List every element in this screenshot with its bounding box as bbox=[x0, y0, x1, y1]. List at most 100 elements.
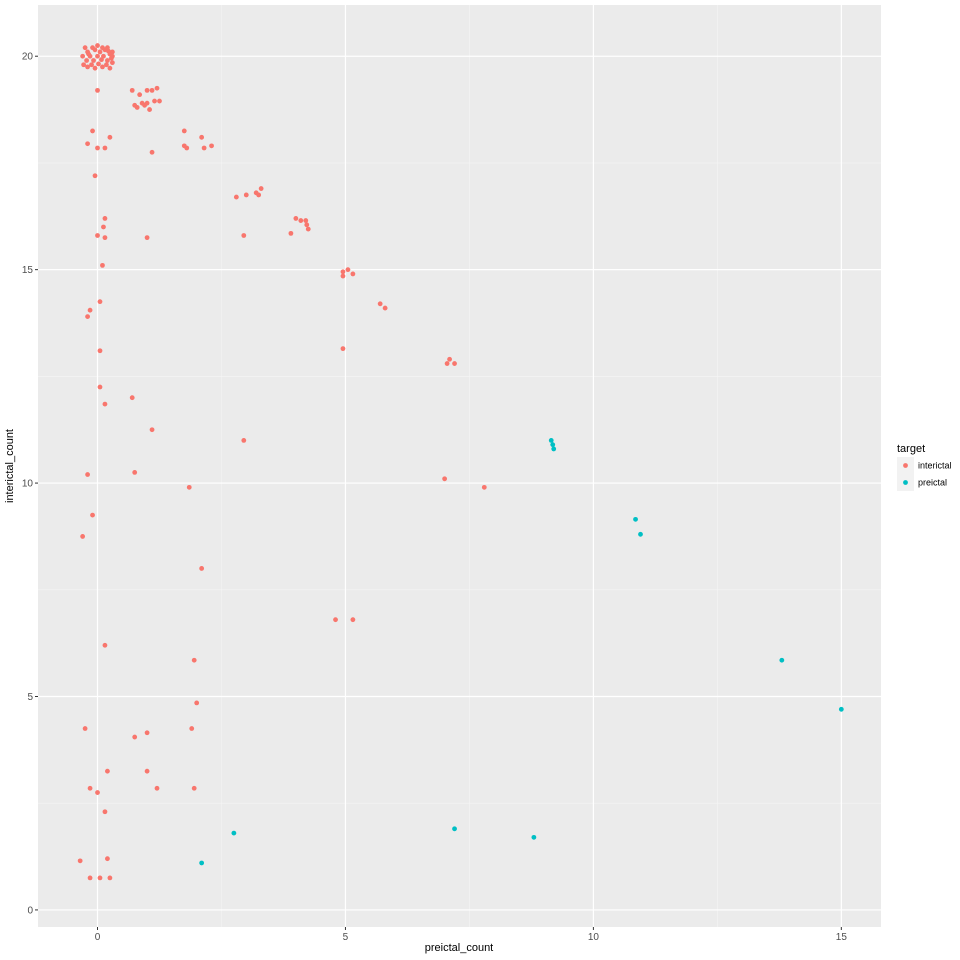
preictal-point-8 bbox=[199, 860, 205, 866]
interictal-point-32 bbox=[95, 87, 100, 93]
preictal-point-5 bbox=[779, 657, 785, 663]
interictal-point-82 bbox=[382, 305, 388, 311]
interictal-point-98 bbox=[442, 476, 448, 482]
preictal-point-1 bbox=[550, 442, 556, 448]
preictal-point-4 bbox=[638, 531, 643, 537]
interictal-point-115 bbox=[87, 785, 93, 791]
interictal-point-117 bbox=[154, 785, 160, 791]
interictal-point-39 bbox=[157, 98, 162, 104]
interictal-point-60 bbox=[243, 192, 249, 198]
interictal-point-69 bbox=[304, 222, 310, 228]
interictal-point-58 bbox=[92, 173, 98, 179]
interictal-point-21 bbox=[81, 62, 87, 68]
interictal-point-22 bbox=[89, 62, 94, 68]
interictal-point-103 bbox=[199, 566, 205, 571]
interictal-point-122 bbox=[87, 875, 93, 881]
interictal-point-19 bbox=[105, 58, 110, 63]
interictal-point-18 bbox=[99, 57, 104, 63]
interictal-point-55 bbox=[209, 143, 214, 149]
interictal-point-67 bbox=[288, 230, 294, 236]
y-tick-label-0: 0 bbox=[27, 905, 33, 916]
interictal-point-102 bbox=[80, 534, 86, 539]
interictal-point-104 bbox=[333, 617, 338, 623]
interictal-point-30 bbox=[106, 48, 111, 54]
interictal-point-7 bbox=[92, 47, 98, 53]
interictal-point-46 bbox=[90, 128, 95, 134]
legend-title: target bbox=[897, 443, 925, 455]
interictal-point-111 bbox=[132, 734, 138, 740]
preictal-point-10 bbox=[531, 834, 537, 840]
preictal-point-7 bbox=[231, 830, 237, 836]
interictal-point-48 bbox=[85, 141, 90, 147]
x-tick-label-3: 15 bbox=[836, 932, 848, 943]
y-axis-title: interictal_count bbox=[4, 429, 16, 503]
interictal-point-119 bbox=[102, 809, 108, 815]
interictal-point-51 bbox=[181, 128, 187, 134]
interictal-point-28 bbox=[107, 65, 113, 71]
interictal-point-107 bbox=[191, 657, 197, 663]
interictal-point-113 bbox=[144, 768, 150, 774]
interictal-point-89 bbox=[444, 361, 450, 366]
interictal-point-77 bbox=[340, 269, 346, 275]
x-tick-label-0: 0 bbox=[95, 932, 101, 943]
interictal-point-45 bbox=[132, 102, 138, 108]
interictal-point-71 bbox=[101, 224, 106, 230]
legend: target interictal preictal bbox=[897, 443, 952, 491]
interictal-point-26 bbox=[92, 65, 98, 71]
interictal-point-105 bbox=[350, 617, 356, 623]
interictal-point-11 bbox=[80, 53, 86, 59]
interictal-point-62 bbox=[258, 186, 264, 191]
interictal-point-78 bbox=[345, 267, 351, 273]
interictal-point-54 bbox=[184, 145, 190, 151]
interictal-point-81 bbox=[377, 301, 383, 307]
data-points bbox=[77, 43, 844, 881]
interictal-point-44 bbox=[147, 107, 152, 112]
interictal-point-109 bbox=[82, 726, 88, 731]
interictal-point-94 bbox=[149, 427, 155, 433]
interictal-point-47 bbox=[107, 134, 113, 140]
interictal-point-106 bbox=[102, 642, 108, 648]
interictal-point-24 bbox=[104, 62, 109, 68]
y-tick-label-2: 10 bbox=[22, 479, 34, 490]
interictal-point-59 bbox=[233, 194, 239, 200]
interictal-point-23 bbox=[96, 61, 101, 67]
interictal-point-56 bbox=[201, 145, 207, 151]
interictal-point-74 bbox=[144, 235, 150, 241]
interictal-point-116 bbox=[95, 790, 100, 795]
interictal-point-80 bbox=[340, 273, 346, 279]
interictal-point-52 bbox=[199, 134, 205, 140]
interictal-point-114 bbox=[105, 768, 110, 774]
interictal-point-121 bbox=[105, 856, 110, 862]
interictal-point-72 bbox=[95, 233, 100, 238]
minor-gridlines bbox=[38, 5, 881, 927]
interictal-point-87 bbox=[340, 346, 346, 352]
y-tick-label-3: 15 bbox=[22, 265, 34, 276]
interictal-point-2 bbox=[95, 43, 100, 48]
legend-swatch-preictal bbox=[903, 480, 908, 485]
interictal-point-63 bbox=[256, 192, 262, 198]
interictal-point-20 bbox=[109, 60, 115, 66]
interictal-point-100 bbox=[481, 484, 487, 490]
interictal-point-79 bbox=[350, 271, 356, 277]
interictal-point-49 bbox=[95, 145, 100, 151]
interictal-point-73 bbox=[102, 235, 108, 241]
interictal-point-27 bbox=[100, 64, 105, 70]
interictal-point-120 bbox=[77, 858, 83, 864]
interictal-point-83 bbox=[97, 299, 103, 305]
y-axis: 0 5 10 15 20 bbox=[22, 52, 38, 916]
interictal-point-33 bbox=[129, 87, 135, 93]
interictal-point-29 bbox=[109, 53, 115, 59]
interictal-point-25 bbox=[85, 64, 90, 70]
interictal-point-118 bbox=[191, 785, 197, 791]
interictal-point-99 bbox=[186, 484, 192, 490]
interictal-point-97 bbox=[132, 470, 138, 475]
interictal-point-123 bbox=[97, 875, 103, 881]
panel-background bbox=[38, 5, 881, 927]
interictal-point-86 bbox=[97, 348, 103, 354]
interictal-point-0 bbox=[82, 45, 88, 51]
preictal-point-3 bbox=[633, 516, 638, 522]
interictal-point-43 bbox=[142, 102, 148, 108]
interictal-point-16 bbox=[84, 58, 89, 63]
preictal-point-9 bbox=[452, 826, 457, 832]
legend-label-preictal: preictal bbox=[918, 478, 947, 488]
